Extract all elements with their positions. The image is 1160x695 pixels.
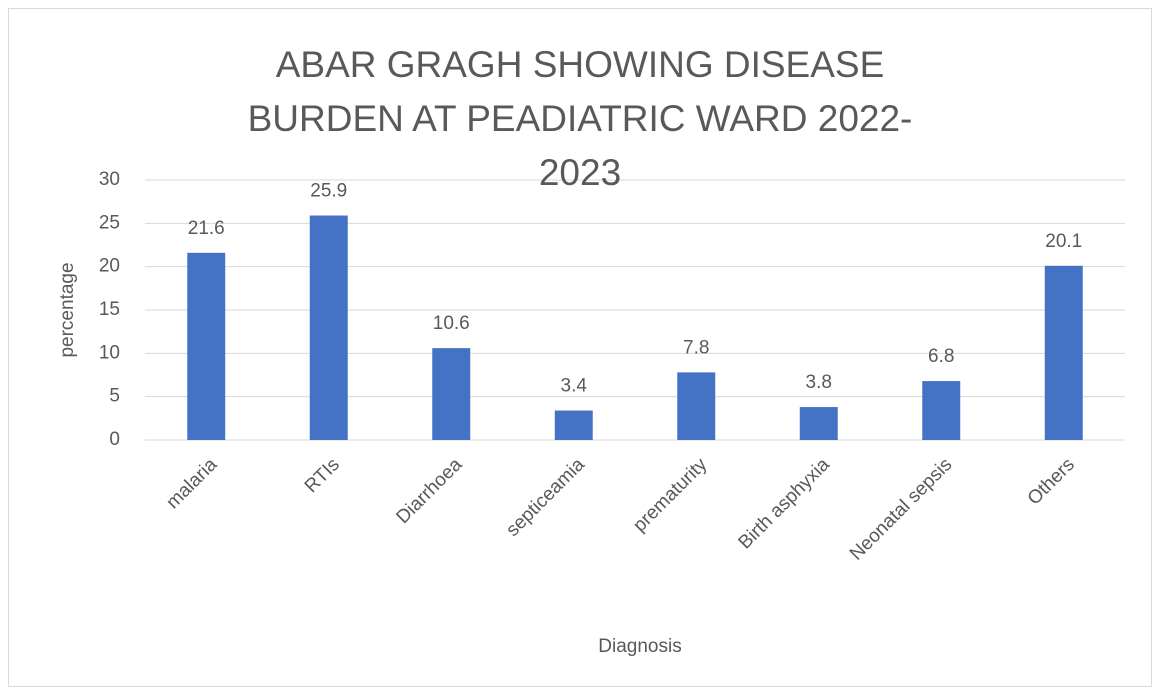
data-label: 3.8: [806, 372, 832, 393]
data-label: 6.8: [928, 346, 954, 367]
chart-title: ABAR GRAGH SHOWING DISEASE BURDEN AT PEA…: [247, 44, 913, 193]
bar: [922, 381, 961, 440]
y-tick-label: 20: [99, 256, 120, 277]
y-axis-label: percentage: [57, 262, 78, 357]
y-tick-label: 0: [109, 429, 120, 450]
bar: [799, 407, 838, 440]
data-label: 7.8: [683, 337, 709, 358]
data-label: 10.6: [433, 313, 470, 334]
data-label: 3.4: [561, 376, 588, 397]
bar: [1044, 265, 1083, 440]
bar: [432, 348, 471, 440]
bar: [554, 410, 593, 440]
data-label: 20.1: [1045, 231, 1082, 252]
data-label: 21.6: [188, 218, 225, 239]
y-tick-label: 10: [99, 342, 120, 363]
y-tick-label: 25: [99, 212, 120, 233]
y-tick-label: 15: [99, 299, 120, 320]
bar: [677, 372, 716, 440]
bar: [309, 215, 348, 440]
x-axis-label: Diagnosis: [598, 636, 681, 657]
bar: [187, 252, 226, 440]
data-label: 25.9: [310, 181, 347, 202]
y-tick-label: 5: [109, 386, 120, 407]
y-tick-label: 30: [99, 169, 120, 190]
